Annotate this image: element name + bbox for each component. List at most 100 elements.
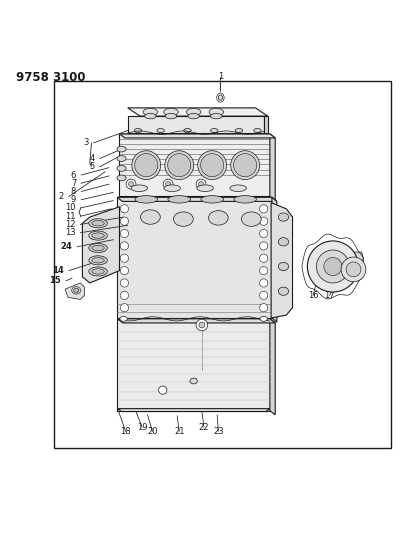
Polygon shape [117, 319, 270, 411]
Circle shape [260, 205, 268, 213]
Polygon shape [271, 203, 293, 318]
Circle shape [198, 151, 227, 180]
Ellipse shape [218, 95, 222, 100]
Polygon shape [311, 259, 322, 271]
Circle shape [201, 154, 224, 176]
Ellipse shape [89, 256, 107, 265]
Circle shape [163, 179, 173, 189]
Ellipse shape [211, 128, 218, 133]
Ellipse shape [184, 128, 191, 133]
Text: 11: 11 [65, 212, 75, 221]
Ellipse shape [157, 128, 164, 133]
Text: 20: 20 [147, 427, 158, 436]
Ellipse shape [209, 108, 223, 116]
Circle shape [129, 182, 133, 187]
Circle shape [120, 229, 129, 238]
Text: 4: 4 [89, 154, 95, 163]
Ellipse shape [211, 114, 222, 119]
Circle shape [135, 154, 158, 176]
Ellipse shape [89, 267, 107, 276]
Circle shape [120, 205, 129, 213]
Text: 24: 24 [60, 242, 72, 251]
Ellipse shape [208, 211, 228, 225]
Ellipse shape [72, 287, 81, 294]
Ellipse shape [92, 245, 104, 251]
Ellipse shape [92, 257, 104, 263]
Polygon shape [117, 197, 272, 318]
Ellipse shape [117, 175, 126, 181]
Polygon shape [65, 283, 84, 300]
Ellipse shape [164, 108, 178, 116]
Ellipse shape [217, 93, 224, 102]
Circle shape [196, 179, 206, 189]
Text: 2: 2 [59, 192, 64, 201]
Polygon shape [128, 116, 264, 133]
Text: 15: 15 [49, 277, 61, 285]
Bar [54, 81, 391, 448]
Text: 6: 6 [71, 171, 76, 180]
Polygon shape [117, 409, 270, 411]
Circle shape [316, 250, 349, 283]
Polygon shape [117, 197, 277, 201]
Text: 3: 3 [83, 139, 89, 148]
Circle shape [260, 266, 268, 274]
Text: 14: 14 [52, 266, 64, 275]
Polygon shape [128, 108, 268, 116]
Polygon shape [270, 319, 275, 415]
Ellipse shape [241, 212, 261, 227]
Text: 10: 10 [65, 204, 75, 213]
Ellipse shape [92, 269, 104, 274]
Text: 1: 1 [218, 72, 223, 82]
Text: 21: 21 [174, 427, 185, 436]
Text: 23: 23 [213, 427, 224, 436]
Ellipse shape [89, 231, 107, 240]
Polygon shape [264, 116, 268, 133]
Ellipse shape [190, 378, 197, 384]
Ellipse shape [168, 196, 190, 203]
Text: 9758 3100: 9758 3100 [16, 71, 86, 84]
Ellipse shape [74, 288, 79, 293]
Text: 17: 17 [324, 291, 335, 300]
Circle shape [234, 154, 257, 176]
Ellipse shape [117, 166, 126, 171]
Text: 13: 13 [65, 228, 75, 237]
Polygon shape [119, 134, 275, 138]
Circle shape [126, 179, 136, 189]
Text: 7: 7 [71, 179, 76, 188]
Circle shape [260, 304, 268, 312]
Circle shape [120, 266, 129, 274]
Ellipse shape [188, 114, 199, 119]
Ellipse shape [186, 108, 201, 116]
Circle shape [260, 242, 268, 250]
Text: 19: 19 [137, 423, 147, 432]
Polygon shape [119, 134, 270, 197]
Ellipse shape [173, 212, 193, 227]
Ellipse shape [235, 128, 243, 133]
Circle shape [166, 182, 171, 187]
Ellipse shape [134, 128, 142, 133]
Ellipse shape [230, 185, 246, 191]
Circle shape [196, 319, 208, 331]
Ellipse shape [117, 156, 126, 161]
Circle shape [120, 291, 129, 300]
Ellipse shape [254, 128, 261, 133]
Polygon shape [117, 319, 275, 323]
Circle shape [132, 151, 161, 180]
Polygon shape [346, 252, 363, 263]
Ellipse shape [135, 196, 157, 203]
Ellipse shape [260, 317, 267, 321]
Text: 16: 16 [308, 291, 318, 300]
Circle shape [168, 154, 191, 176]
Polygon shape [270, 134, 275, 200]
Circle shape [120, 304, 129, 312]
Ellipse shape [201, 196, 223, 203]
Ellipse shape [197, 185, 213, 191]
Ellipse shape [234, 196, 256, 203]
Circle shape [159, 386, 167, 394]
Circle shape [260, 279, 268, 287]
Ellipse shape [278, 238, 288, 246]
Text: 22: 22 [199, 423, 209, 432]
Text: 9: 9 [71, 195, 76, 204]
Ellipse shape [278, 287, 288, 295]
Circle shape [165, 151, 194, 180]
